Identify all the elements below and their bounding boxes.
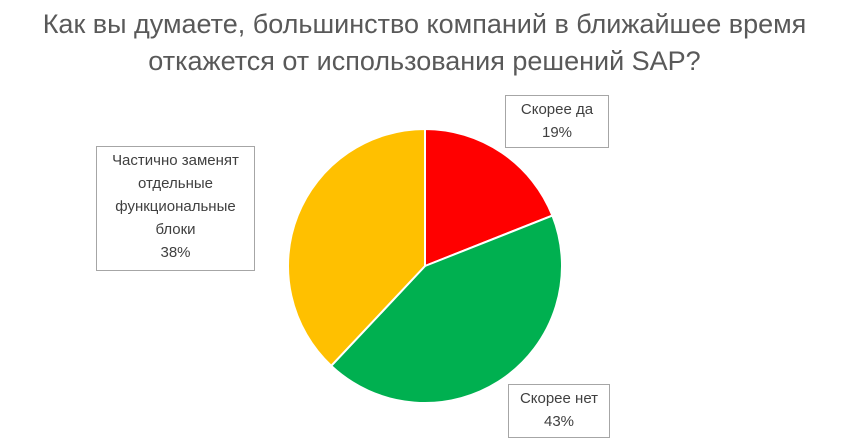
pie-slice-2	[287, 127, 426, 368]
chart-title-line-2: откажется от использования решений SAP?	[148, 46, 701, 76]
data-label-value: 43%	[543, 413, 575, 430]
data-label-skoree-da: Скорее да 19%	[505, 95, 609, 148]
data-label-skoree-net: Скорее нет 43%	[508, 384, 610, 438]
data-label-value: 19%	[541, 124, 573, 141]
chart-title-line-1: Как вы думаете, большинство компаний в б…	[42, 9, 807, 39]
chart-title: Как вы думаете, большинство компаний в б…	[0, 6, 849, 80]
data-label-name: Скорее нет	[519, 390, 599, 407]
data-label-name-line: отдельные	[138, 175, 213, 192]
data-label-name-line: Частично заменят	[112, 152, 239, 169]
data-label-name: Скорее да	[520, 101, 594, 118]
data-label-value: 38%	[160, 244, 191, 261]
data-label-name-line: блоки	[155, 221, 196, 238]
pie-slice-1	[329, 214, 563, 404]
pie-slice-0	[424, 127, 554, 268]
data-label-chastichno: Частично заменят отдельные функциональны…	[96, 146, 255, 271]
data-label-name-line: функциональные	[115, 198, 236, 215]
